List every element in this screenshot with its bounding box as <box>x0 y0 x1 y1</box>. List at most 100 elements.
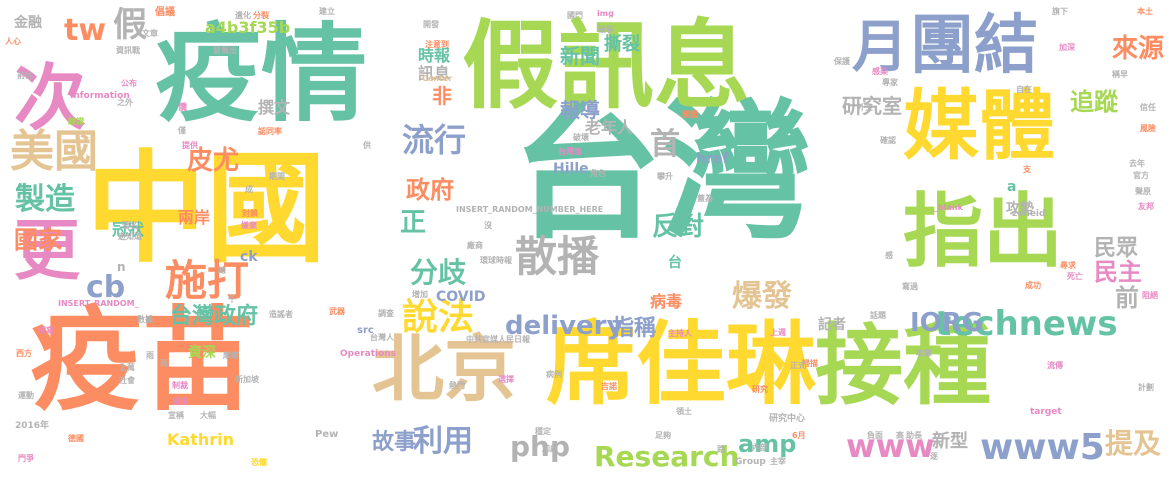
word: 造謠者 <box>269 310 293 319</box>
word: 大幅 <box>200 411 216 420</box>
word: 成 <box>245 185 253 194</box>
word: 官方 <box>1133 171 1149 180</box>
word: 寫過 <box>902 282 918 291</box>
word: 上週 <box>770 328 786 337</box>
word: 運動 <box>18 391 34 400</box>
word: 反對 <box>652 212 705 242</box>
word: 訊息 <box>418 64 451 83</box>
word: php <box>510 430 571 463</box>
word: src <box>357 325 374 336</box>
word: 正式 <box>790 361 806 370</box>
word: 攻勢 <box>1006 201 1034 217</box>
word: 指稱 <box>612 316 657 341</box>
word: href <box>696 151 729 167</box>
word: 分歧 <box>410 256 467 289</box>
word: 兩岸 <box>178 208 211 227</box>
word: 冠狀 <box>112 220 145 239</box>
word: 發展出 <box>213 46 237 55</box>
word: 加劇 <box>542 444 558 453</box>
word: 提供 <box>182 141 198 150</box>
word: Hille <box>553 161 589 177</box>
word: 封鎖 <box>242 209 258 218</box>
word: 嫌棄 <box>241 221 257 230</box>
word: INSERT_RANDOM_ <box>58 299 139 308</box>
word: 建立 <box>319 7 335 16</box>
word: 總 <box>218 266 226 275</box>
word: 團體 <box>682 110 698 119</box>
word: 前往 <box>17 71 33 80</box>
word: 假 <box>113 5 147 45</box>
word: Center <box>422 74 453 83</box>
word: 老年人 <box>585 118 634 137</box>
word: 時報 <box>418 46 451 65</box>
word: 皮尤 <box>187 146 240 176</box>
word: 路 <box>717 445 725 454</box>
word: 來源 <box>1112 34 1165 64</box>
word: 疫情 <box>155 13 367 136</box>
word: 更 <box>14 212 80 289</box>
word: 選擇 <box>498 375 514 384</box>
word: www <box>846 427 935 465</box>
word: 提及 <box>1105 427 1162 460</box>
word: n <box>117 260 126 274</box>
word: 感染 <box>872 67 888 76</box>
word: 研究中心 <box>769 414 806 424</box>
word: 爆發 <box>732 279 792 314</box>
word: 話題 <box>870 311 886 320</box>
word: 國門 <box>567 11 583 20</box>
word: INSERT_RANDOM_NUMBER_HERE <box>456 205 604 214</box>
word: 助長 <box>906 431 922 440</box>
word: 調查 <box>378 309 394 318</box>
word: _blank <box>934 203 963 212</box>
word: 感 <box>885 251 893 260</box>
word: 信任 <box>1140 103 1156 112</box>
word: COVID <box>436 289 486 305</box>
word: 政府 <box>406 176 454 204</box>
word: 領土 <box>676 407 692 416</box>
word: 正 <box>400 208 427 238</box>
word: 破裂 <box>598 25 614 34</box>
word: 死亡 <box>1067 272 1083 281</box>
word: 上萬 <box>119 363 135 372</box>
word: 遺化 <box>235 11 251 20</box>
word: Information <box>70 91 130 101</box>
word: 報導 <box>560 98 600 122</box>
word: 遊知道 <box>118 232 142 241</box>
word: 成功 <box>1025 281 1041 290</box>
word: 金融 <box>14 15 42 31</box>
word: 確認 <box>880 136 896 145</box>
word: 扮演 <box>172 397 188 406</box>
word: 吉諾 <box>601 382 617 391</box>
word: 國家 <box>14 226 62 254</box>
word: target <box>1030 407 1062 417</box>
word: 摩擦 <box>223 351 239 360</box>
word: 公布 <box>121 79 137 88</box>
word: 社會 <box>119 376 135 385</box>
word: 新加坡 <box>235 375 259 384</box>
word: a4b3f35b <box>205 18 291 37</box>
word: 角色 <box>590 169 606 178</box>
word: 恐懼 <box>251 458 267 467</box>
word: 驗證 <box>68 117 84 126</box>
word: 美國 <box>10 126 98 177</box>
word: 著名 <box>122 221 138 230</box>
word: 破壞 <box>573 133 589 142</box>
word: cb <box>86 270 126 305</box>
word: 增加 <box>412 290 428 299</box>
word: 中國 <box>86 140 326 279</box>
word: 席佳琳 <box>546 312 816 417</box>
word: 負面 <box>867 431 883 440</box>
word: 中共官媒人民日報 <box>466 335 530 344</box>
word: 阻絕 <box>1142 291 1158 300</box>
word: delivery <box>505 311 624 341</box>
word: 疫苗 <box>30 296 254 426</box>
word: 計劃 <box>1138 383 1154 392</box>
word: 施打 <box>165 256 250 305</box>
word: 撕裂 <box>604 34 640 55</box>
word: 月 <box>852 15 908 80</box>
word: 武器 <box>329 307 345 316</box>
word: zoneid <box>1012 209 1046 219</box>
word: 供 <box>363 141 371 150</box>
word: Kathrin <box>167 430 234 449</box>
word: 病毒 <box>650 292 683 311</box>
